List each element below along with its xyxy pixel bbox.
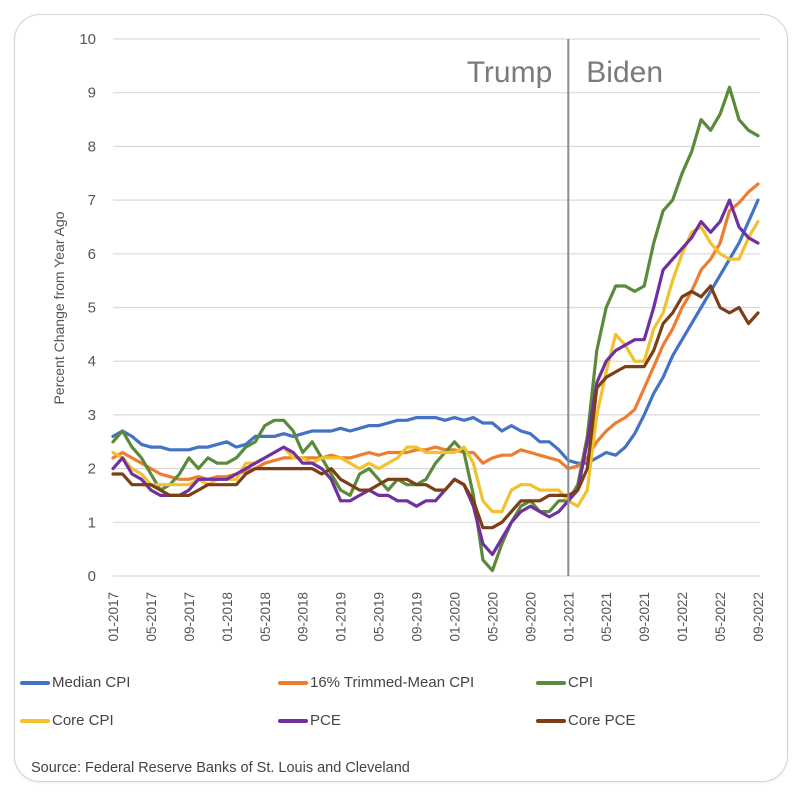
y-tick-label: 10 (79, 31, 96, 48)
legend-swatch (278, 718, 308, 723)
y-tick-label: 8 (88, 138, 96, 155)
y-tick-label: 7 (88, 192, 96, 209)
x-axis-ticks: 01-2017 05-2017 09-2017 01-2018 05-2018 09-20… (106, 592, 766, 642)
series-lines (111, 85, 760, 573)
x-tick-label: 05-2021 (599, 592, 614, 642)
series-line-median-cpi (111, 198, 760, 465)
x-tick-label: 05-2018 (258, 592, 273, 642)
x-tick-label: 01-2019 (334, 592, 349, 642)
gridlines (113, 38, 760, 577)
y-tick-label: 6 (88, 246, 96, 263)
series-line-cpi (111, 85, 760, 573)
legend-swatch (278, 680, 308, 685)
legend-item-median-cpi: Median CPI (20, 674, 130, 691)
source-note: Source: Federal Reserve Banks of St. Lou… (31, 760, 410, 776)
legend-swatch (536, 718, 566, 723)
legend-swatch (20, 680, 50, 685)
y-tick-label: 5 (88, 300, 96, 317)
series-line-core-pce (111, 284, 760, 530)
series-line-16-trimmed-mean-cpi (111, 182, 760, 481)
legend-item-pce: PCE (278, 712, 341, 729)
era-label-biden: Biden (586, 56, 663, 89)
x-tick-label: 05-2017 (144, 592, 159, 642)
x-tick-label: 09-2020 (523, 592, 538, 642)
legend-label: 16% Trimmed-Mean CPI (310, 674, 475, 691)
y-axis-label: Percent Change from Year Ago (51, 211, 67, 404)
x-tick-label: 01-2017 (106, 592, 121, 642)
y-tick-label: 9 (88, 85, 96, 102)
legend-label: PCE (310, 712, 341, 729)
x-tick-label: 05-2020 (485, 592, 500, 642)
y-tick-label: 0 (88, 568, 96, 585)
legend-label: Core PCE (568, 712, 636, 729)
x-tick-label: 09-2019 (410, 592, 425, 642)
y-tick-label: 1 (88, 514, 96, 531)
x-tick-label: 01-2020 (447, 592, 462, 642)
x-tick-label: 09-2018 (296, 592, 311, 642)
y-tick-label: 2 (88, 461, 96, 478)
legend-label: Median CPI (52, 674, 131, 691)
x-tick-label: 01-2021 (561, 592, 576, 642)
x-tick-label: 09-2021 (637, 592, 652, 642)
x-tick-label: 09-2022 (751, 592, 766, 642)
x-tick-label: 01-2022 (675, 592, 690, 642)
series-line-pce (111, 198, 760, 557)
legend-item-core-cpi: Core CPI (20, 712, 114, 729)
x-tick-label: 09-2017 (182, 592, 197, 642)
y-axis-ticks: 0 1 2 3 4 5 6 7 8 9 10 (79, 31, 96, 585)
legend-item-trimmed-mean-cpi: 16% Trimmed-Mean CPI (278, 674, 474, 691)
legend-item-cpi: CPI (536, 674, 593, 691)
chart-card (14, 14, 788, 782)
y-tick-label: 3 (88, 407, 96, 424)
x-tick-label: 01-2018 (220, 592, 235, 642)
y-tick-label: 4 (88, 353, 96, 370)
x-tick-label: 05-2022 (713, 592, 728, 642)
x-tick-label: 05-2019 (372, 592, 387, 642)
legend-item-core-pce: Core PCE (536, 712, 636, 729)
legend-swatch (536, 680, 566, 685)
legend-label: CPI (568, 674, 594, 691)
legend-swatch (20, 718, 50, 723)
era-label-trump: Trump (467, 56, 553, 89)
legend-label: Core CPI (52, 712, 114, 729)
